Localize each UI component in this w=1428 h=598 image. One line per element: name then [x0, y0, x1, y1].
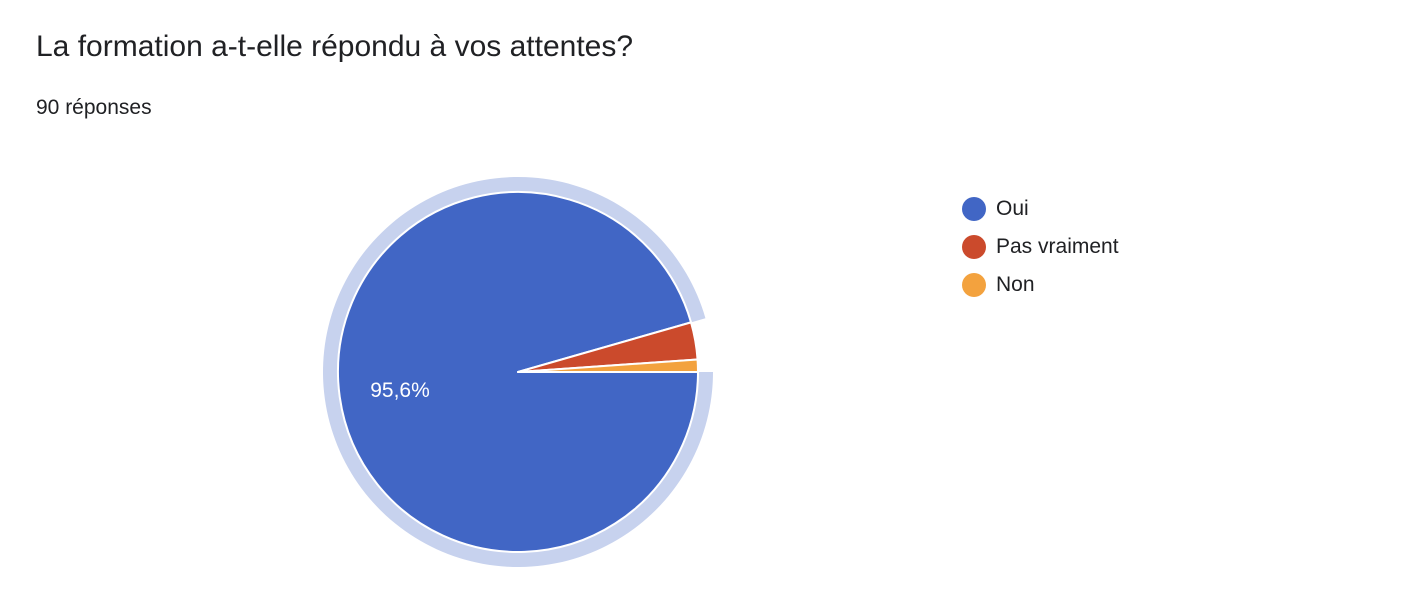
legend-item-pas-vraiment[interactable]: Pas vraiment	[962, 228, 1119, 266]
legend-swatch-icon	[962, 273, 986, 297]
chart-legend: Oui Pas vraiment Non	[962, 190, 1119, 304]
legend-label: Non	[996, 273, 1035, 296]
legend-swatch-icon	[962, 197, 986, 221]
slice-percent-label: 95,6%	[370, 379, 430, 402]
question-title: La formation a-t-elle répondu à vos atte…	[36, 30, 634, 63]
legend-item-oui[interactable]: Oui	[962, 190, 1119, 228]
legend-swatch-icon	[962, 235, 986, 259]
legend-label: Oui	[996, 197, 1029, 220]
pie-slice-non[interactable]	[517, 358, 700, 373]
legend-item-non[interactable]: Non	[962, 266, 1119, 304]
legend-label: Pas vraiment	[996, 235, 1119, 258]
response-count: 90 réponses	[36, 96, 152, 119]
